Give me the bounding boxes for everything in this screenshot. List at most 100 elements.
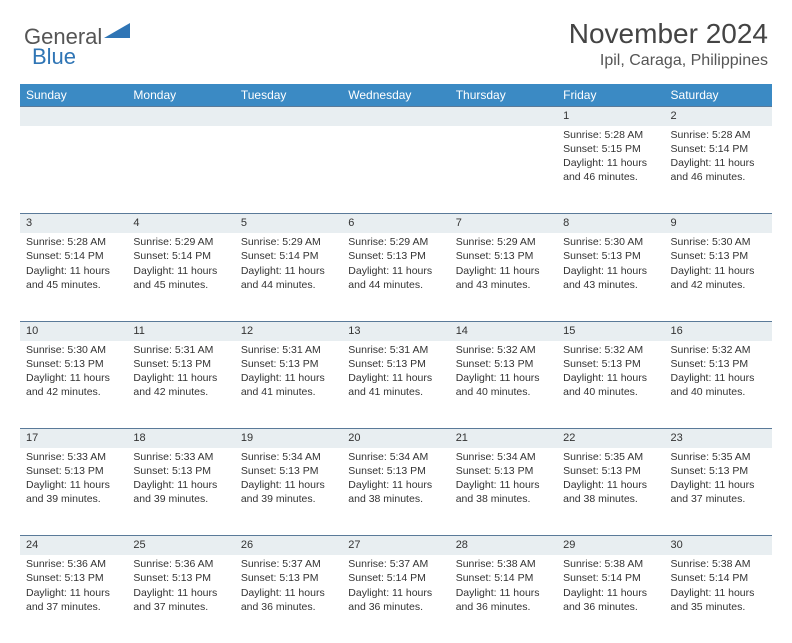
day-cell: Sunrise: 5:32 AMSunset: 5:13 PMDaylight:… xyxy=(450,341,557,429)
daylight-line: Daylight: 11 hours and 39 minutes. xyxy=(133,479,217,505)
daylight-line: Daylight: 11 hours and 36 minutes. xyxy=(241,587,325,613)
daylight-line: Daylight: 11 hours and 40 minutes. xyxy=(671,372,755,398)
day-number: 25 xyxy=(127,536,234,555)
daylight-line: Daylight: 11 hours and 40 minutes. xyxy=(456,372,540,398)
day-cell-body: Sunrise: 5:38 AMSunset: 5:14 PMDaylight:… xyxy=(450,555,557,620)
daylight-line: Daylight: 11 hours and 37 minutes. xyxy=(133,587,217,613)
day-number: 27 xyxy=(342,536,449,555)
triangle-icon xyxy=(104,23,130,46)
sunset-line: Sunset: 5:14 PM xyxy=(563,572,641,584)
day-cell: Sunrise: 5:32 AM Sunset: 5:13 PM Daylight:… xyxy=(557,341,664,429)
day-cell: Sunrise: 5:30 AMSunset: 5:13 PMDaylight:… xyxy=(20,341,127,429)
day-number: 20 xyxy=(342,429,449,448)
day-cell-body: Sunrise: 5:31 AMSunset: 5:13 PMDaylight:… xyxy=(127,341,234,406)
sunset-line: Sunset: 5:13 PM xyxy=(348,465,426,477)
day-cell-body: Sunrise: 5:28 AMSunset: 5:14 PMDaylight:… xyxy=(665,126,772,191)
weekday-header-row: SundayMondayTuesdayWednesdayThursdayFrid… xyxy=(20,84,772,107)
daynum-row: 24252627282930 xyxy=(20,536,772,555)
sunrise-line: Sunrise: 5:35 AM xyxy=(563,451,643,463)
day-cell-body: Sunrise: 5:31 AMSunset: 5:13 PMDaylight:… xyxy=(235,341,342,406)
sunrise-line: Sunrise: 5:34 AM xyxy=(348,451,428,463)
day-cell-body: Sunrise: 5:34 AMSunset: 5:13 PMDaylight:… xyxy=(342,448,449,513)
day-number: 17 xyxy=(20,429,127,448)
day-cell-body: Sunrise: 5:36 AMSunset: 5:13 PMDaylight:… xyxy=(127,555,234,620)
sunset-line: Sunset: 5:13 PM xyxy=(348,358,426,370)
day-cell xyxy=(342,126,449,214)
day-number xyxy=(127,107,234,126)
sunrise-line: Sunrise: 5:29 AM xyxy=(133,236,213,248)
day-cell-body: Sunrise: 5:38 AMSunset: 5:14 PMDaylight:… xyxy=(665,555,772,620)
weekday-header: Tuesday xyxy=(235,84,342,107)
day-cell-body: Sunrise: 5:37 AMSunset: 5:14 PMDaylight:… xyxy=(342,555,449,620)
day-cell: Sunrise: 5:29 AMSunset: 5:14 PMDaylight:… xyxy=(235,233,342,321)
weekday-header: Friday xyxy=(557,84,664,107)
sunset-line: Sunset: 5:14 PM xyxy=(241,250,319,262)
sunset-line: Sunset: 5:13 PM xyxy=(348,250,426,262)
day-number: 23 xyxy=(665,429,772,448)
day-number: 9 xyxy=(665,214,772,233)
sunset-line: Sunset: 5:15 PM xyxy=(563,143,641,155)
day-number xyxy=(342,107,449,126)
day-cell: Sunrise: 5:34 AMSunset: 5:13 PMDaylight:… xyxy=(235,448,342,536)
day-number: 11 xyxy=(127,321,234,340)
weekday-header: Monday xyxy=(127,84,234,107)
content-row: Sunrise: 5:33 AM Sunset: 5:13 PM Daylight:… xyxy=(20,448,772,536)
day-cell: Sunrise: 5:38 AMSunset: 5:14 PMDaylight:… xyxy=(665,555,772,643)
day-cell: Sunrise: 5:35 AMSunset: 5:13 PMDaylight:… xyxy=(557,448,664,536)
day-cell-body: Sunrise: 5:36 AMSunset: 5:13 PMDaylight:… xyxy=(20,555,127,620)
day-cell: Sunrise: 5:29 AMSunset: 5:13 PMDaylight:… xyxy=(342,233,449,321)
day-number xyxy=(235,107,342,126)
sunset-line: Sunset: 5:13 PM xyxy=(133,465,211,477)
day-cell: Sunrise: 5:33 AMSunset: 5:13 PMDaylight:… xyxy=(127,448,234,536)
daylight-line: Daylight: 11 hours and 41 minutes. xyxy=(241,372,325,398)
sunset-line: Sunset: 5:13 PM xyxy=(133,572,211,584)
calendar-table: SundayMondayTuesdayWednesdayThursdayFrid… xyxy=(20,84,772,643)
day-cell-body: Sunrise: 5:32 AM Sunset: 5:13 PM Daylight:… xyxy=(557,341,664,406)
day-number: 7 xyxy=(450,214,557,233)
sunrise-line: Sunrise: 5:31 AM xyxy=(133,344,213,356)
day-number: 6 xyxy=(342,214,449,233)
day-cell-body: Sunrise: 5:33 AMSunset: 5:13 PMDaylight:… xyxy=(20,448,127,513)
daylight-line: Daylight: 11 hours and 41 minutes. xyxy=(348,372,432,398)
day-cell: Sunrise: 5:29 AMSunset: 5:14 PMDaylight:… xyxy=(127,233,234,321)
sunset-line: Sunset: 5:13 PM xyxy=(26,465,104,477)
sunset-line: Sunset: 5:14 PM xyxy=(671,143,749,155)
sunrise-line: Sunrise: 5:37 AM xyxy=(241,558,321,570)
sunrise-line: Sunrise: 5:32 AM xyxy=(563,344,643,356)
weekday-header: Saturday xyxy=(665,84,772,107)
day-number: 14 xyxy=(450,321,557,340)
sunset-line: Sunset: 5:13 PM xyxy=(456,358,534,370)
day-cell-body: Sunrise: 5:32 AM Sunset: 5:13 PM Daylight:… xyxy=(665,341,772,406)
day-cell-body: Sunrise: 5:29 AMSunset: 5:14 PMDaylight:… xyxy=(235,233,342,298)
title-block: November 2024 Ipil, Caraga, Philippines xyxy=(569,18,768,70)
sunset-line: Sunset: 5:14 PM xyxy=(671,572,749,584)
weekday-header: Wednesday xyxy=(342,84,449,107)
day-cell: Sunrise: 5:28 AMSunset: 5:14 PMDaylight:… xyxy=(665,126,772,214)
day-cell: Sunrise: 5:37 AMSunset: 5:14 PMDaylight:… xyxy=(342,555,449,643)
sunrise-line: Sunrise: 5:33 AM xyxy=(26,451,106,463)
sunset-line: Sunset: 5:13 PM xyxy=(563,465,641,477)
sunrise-line: Sunrise: 5:37 AM xyxy=(348,558,428,570)
sunrise-line: Sunrise: 5:32 AM xyxy=(671,344,751,356)
day-cell-body: Sunrise: 5:28 AMSunset: 5:14 PMDaylight:… xyxy=(20,233,127,298)
sunrise-line: Sunrise: 5:28 AM xyxy=(671,129,751,141)
daylight-line: Daylight: 11 hours and 40 minutes. xyxy=(563,372,647,398)
day-number xyxy=(20,107,127,126)
sunrise-line: Sunrise: 5:28 AM xyxy=(26,236,106,248)
day-cell xyxy=(235,126,342,214)
content-row: Sunrise: 5:30 AMSunset: 5:13 PMDaylight:… xyxy=(20,341,772,429)
daylight-line: Daylight: 11 hours and 37 minutes. xyxy=(26,587,110,613)
day-number: 22 xyxy=(557,429,664,448)
logo-text-blue: Blue xyxy=(32,44,76,70)
day-number: 15 xyxy=(557,321,664,340)
day-cell: Sunrise: 5:38 AMSunset: 5:14 PMDaylight:… xyxy=(450,555,557,643)
sunset-line: Sunset: 5:14 PM xyxy=(133,250,211,262)
day-number: 21 xyxy=(450,429,557,448)
sunset-line: Sunset: 5:13 PM xyxy=(563,358,641,370)
daylight-line: Daylight: 11 hours and 37 minutes. xyxy=(671,479,755,505)
day-cell: Sunrise: 5:32 AM Sunset: 5:13 PM Daylight:… xyxy=(665,341,772,429)
sunrise-line: Sunrise: 5:29 AM xyxy=(348,236,428,248)
day-number: 16 xyxy=(665,321,772,340)
sunset-line: Sunset: 5:13 PM xyxy=(456,250,534,262)
sunset-line: Sunset: 5:13 PM xyxy=(671,358,749,370)
